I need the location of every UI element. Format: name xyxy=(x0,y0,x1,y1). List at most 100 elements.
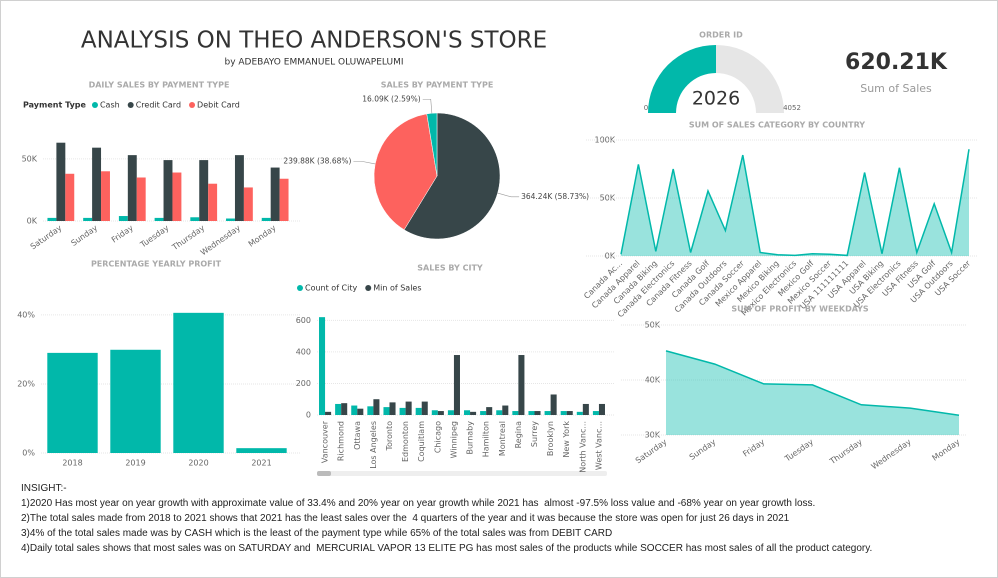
y-tick-label: 200 xyxy=(296,379,311,388)
y-tick-label: 600 xyxy=(296,316,311,325)
x-tick-label: Wednesday xyxy=(870,437,913,471)
insight-panel: INSIGHT:- 1)2020 Has most year on year g… xyxy=(21,481,872,556)
pie-slice xyxy=(403,112,501,240)
bar xyxy=(199,160,209,221)
bar xyxy=(136,177,146,221)
bar xyxy=(518,355,525,415)
bar xyxy=(486,407,493,415)
x-tick-label: Sunday xyxy=(688,437,718,462)
bar xyxy=(47,217,57,221)
leader-line xyxy=(422,98,433,114)
chart-title: SUM OF PROFIT BY WEEKDAYS xyxy=(731,305,869,314)
bar xyxy=(502,405,509,415)
legend-label: Count of City xyxy=(305,284,358,293)
bar xyxy=(173,312,224,453)
chart-title: DAILY SALES BY PAYMENT TYPE xyxy=(89,81,230,90)
bar xyxy=(118,216,128,221)
area-line xyxy=(620,149,970,257)
bar xyxy=(576,411,583,415)
legend-marker xyxy=(365,285,372,291)
bar xyxy=(560,411,567,415)
legend-label: Credit Card xyxy=(136,101,181,110)
bar xyxy=(319,317,326,415)
x-tick-label: Hamilton xyxy=(482,421,491,457)
area-line xyxy=(665,350,960,416)
insight-line: 2)The total sales made from 2018 to 2021… xyxy=(21,513,790,524)
legend-marker xyxy=(127,102,134,108)
bar xyxy=(110,349,161,453)
x-tick-label: Toronto xyxy=(385,421,394,452)
x-tick-label: Los Angeles xyxy=(369,421,378,469)
insight-line: 3)4% of the total sales made was by CASH… xyxy=(21,528,613,539)
bar xyxy=(470,411,477,415)
chart-canvas: ANALYSIS ON THEO ANDERSON'S STORE by ADE… xyxy=(17,28,977,476)
dashboard-title: ANALYSIS ON THEO ANDERSON'S STORE xyxy=(81,28,547,54)
bar xyxy=(335,403,342,415)
bar xyxy=(163,160,173,221)
bar xyxy=(544,411,551,415)
bar xyxy=(415,407,422,415)
bar xyxy=(83,217,93,221)
x-tick-label: 2021 xyxy=(251,459,271,468)
bar xyxy=(534,411,541,415)
x-tick-label: 2019 xyxy=(125,459,145,468)
x-tick-label: North Vanc... xyxy=(578,421,587,473)
bar xyxy=(236,448,287,453)
leader-line xyxy=(353,160,376,165)
bar xyxy=(453,355,460,415)
x-tick-label: Burnaby xyxy=(466,421,475,455)
y-tick-label: 0 xyxy=(306,411,311,420)
x-tick-label: Saturday xyxy=(634,437,669,465)
bar xyxy=(47,352,98,453)
bar xyxy=(464,410,471,415)
x-tick-label: Winnipeg xyxy=(449,421,458,458)
x-tick-label: Tuesday xyxy=(782,437,815,464)
y-tick-label: 50K xyxy=(645,321,661,330)
x-tick-label: New York xyxy=(562,421,571,458)
bar xyxy=(566,411,573,415)
bar xyxy=(592,411,599,415)
x-tick-label: Regina xyxy=(514,421,523,448)
x-tick-label: Coquitlam xyxy=(417,421,426,462)
bar xyxy=(550,394,557,415)
legend-marker xyxy=(91,102,98,108)
data-label: 16.09K (2.59%) xyxy=(362,94,421,103)
x-tick-label: Monday xyxy=(247,223,278,249)
y-tick-label: 400 xyxy=(296,347,311,356)
bar xyxy=(405,401,412,415)
bar xyxy=(431,410,438,415)
bar xyxy=(447,410,454,415)
x-tick-label: 2020 xyxy=(188,459,208,468)
area-fill xyxy=(621,149,969,256)
x-tick-label: Brooklyn xyxy=(546,421,555,456)
insight-line: 1)2020 Has most year on year growth with… xyxy=(21,498,816,509)
bar xyxy=(243,187,253,221)
y-tick-label: 30K xyxy=(645,431,661,440)
bar xyxy=(421,401,428,415)
bar xyxy=(480,411,487,415)
card-label: Sum of Sales xyxy=(860,82,932,95)
bar xyxy=(56,142,66,221)
gauge-max: 4052 xyxy=(783,104,801,112)
bar xyxy=(234,155,244,221)
legend-label: Min of Sales xyxy=(373,284,421,293)
area-fill xyxy=(666,350,959,435)
bar xyxy=(65,173,75,221)
legend-label: Debit Card xyxy=(197,101,240,110)
bar xyxy=(598,403,605,415)
bar xyxy=(357,408,364,415)
x-tick-label: Friday xyxy=(741,437,766,458)
leader-line xyxy=(497,192,520,198)
data-label: 239.88K (38.68%) xyxy=(283,156,351,165)
chart-title: SALES BY PAYMENT TYPE xyxy=(381,81,494,90)
chart-title: ORDER ID xyxy=(699,31,743,40)
insight-title: INSIGHT:- xyxy=(21,483,67,494)
chart-title: SALES BY CITY xyxy=(417,264,483,273)
x-tick-label: Wednesday xyxy=(199,223,242,257)
bar xyxy=(190,217,200,221)
bar xyxy=(437,411,444,415)
y-tick-label: 50K xyxy=(600,194,616,203)
scrollbar-thumb[interactable] xyxy=(317,471,331,476)
x-tick-label: Surrey xyxy=(530,421,539,447)
